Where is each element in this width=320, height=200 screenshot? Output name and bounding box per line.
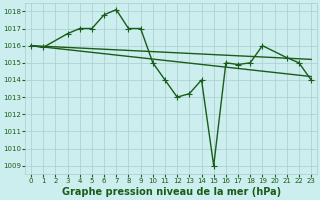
X-axis label: Graphe pression niveau de la mer (hPa): Graphe pression niveau de la mer (hPa): [61, 187, 281, 197]
